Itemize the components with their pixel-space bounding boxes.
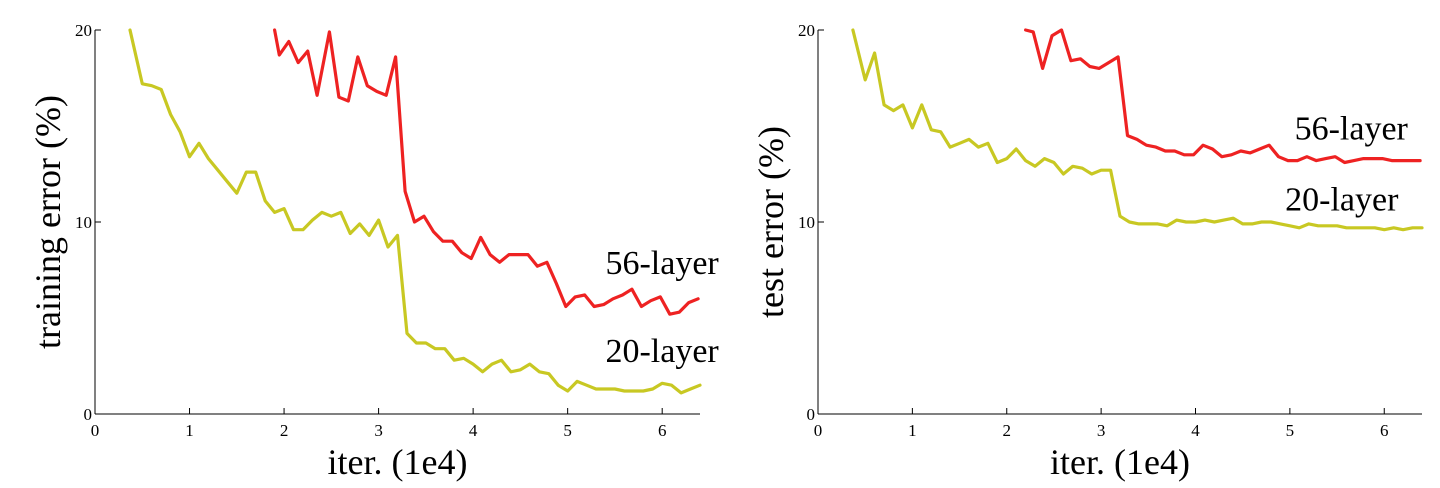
x-tick-label: 3 bbox=[374, 421, 383, 440]
x-tick-label: 6 bbox=[658, 421, 667, 440]
y-tick-label: 0 bbox=[807, 405, 816, 424]
x-tick-label: 3 bbox=[1097, 421, 1106, 440]
x-tick-label: 4 bbox=[1191, 421, 1200, 440]
x-tick-label: 1 bbox=[185, 421, 194, 440]
series-label-20-layer: 20-layer bbox=[1285, 181, 1399, 218]
series-label-56-layer: 56-layer bbox=[605, 245, 719, 282]
x-tick-label: 2 bbox=[280, 421, 289, 440]
y-tick-label: 10 bbox=[798, 213, 815, 232]
y-tick-label: 20 bbox=[75, 21, 92, 40]
x-tick-label: 0 bbox=[814, 421, 823, 440]
x-tick-label: 2 bbox=[1003, 421, 1012, 440]
y-tick-label: 10 bbox=[75, 213, 92, 232]
x-tick-label: 5 bbox=[1286, 421, 1295, 440]
series-line-20-layer bbox=[128, 28, 702, 395]
x-axis-title: iter. (1e4) bbox=[328, 442, 468, 482]
x-tick-label: 0 bbox=[91, 421, 100, 440]
x-tick-label: 6 bbox=[1380, 421, 1389, 440]
x-tick-label: 4 bbox=[469, 421, 478, 440]
series-line-56-layer bbox=[1023, 28, 1422, 165]
test-error-chart: 0 1 2 3 4 5 6 0 10 20 iter. (1e4) test error (%) 56-… bbox=[751, 21, 1424, 482]
x-axis-title: iter. (1e4) bbox=[1050, 442, 1190, 482]
y-tick-label: 20 bbox=[798, 21, 815, 40]
y-tick-label: 0 bbox=[84, 405, 93, 424]
series-line-20-layer bbox=[851, 28, 1424, 232]
series-label-20-layer: 20-layer bbox=[605, 333, 719, 370]
series-line-56-layer bbox=[273, 28, 700, 316]
y-axis-title: training error (%) bbox=[28, 95, 68, 349]
x-tick-label: 1 bbox=[908, 421, 917, 440]
y-axis-title: test error (%) bbox=[751, 126, 791, 318]
series-label-56-layer: 56-layer bbox=[1295, 110, 1409, 147]
x-tick-label: 5 bbox=[563, 421, 572, 440]
training-error-chart: 0 1 2 3 4 5 6 0 10 20 iter. (1e4) training error (%… bbox=[28, 21, 719, 482]
